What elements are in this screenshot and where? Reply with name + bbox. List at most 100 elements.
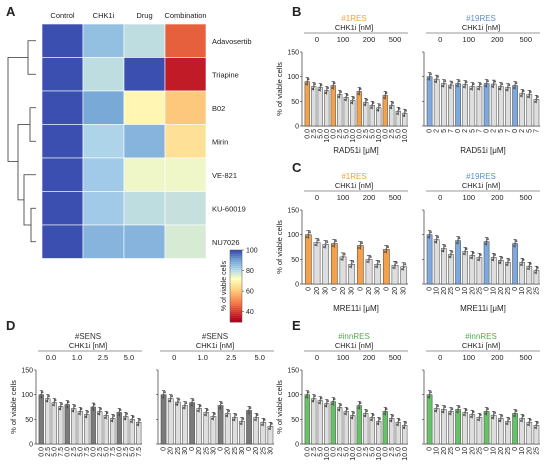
x-tick-label: 5.0 <box>103 447 110 457</box>
group-label: 0 <box>438 193 442 202</box>
data-point <box>462 413 466 416</box>
x-tick-label: 5.0 <box>51 447 58 457</box>
data-point <box>536 95 539 98</box>
group-label: 1.0 <box>72 353 82 362</box>
data-point <box>170 395 174 398</box>
data-point <box>515 409 518 413</box>
heatmap-cell <box>82 90 125 125</box>
x-tick-label: 5 <box>441 129 448 133</box>
y-tick-label: 0 <box>295 442 299 449</box>
bar <box>462 412 469 445</box>
data-point <box>307 233 310 236</box>
group-label: 2.5 <box>226 353 236 362</box>
x-tick-label: 2.5 <box>123 447 130 457</box>
colorbar-segment <box>230 302 242 305</box>
x-tick-label: 0 <box>246 447 253 451</box>
data-point <box>478 416 481 419</box>
data-point <box>435 407 438 410</box>
colorbar-tick-label: 60 <box>246 289 254 296</box>
data-point <box>93 403 96 406</box>
data-point <box>506 261 510 264</box>
data-point <box>350 416 353 419</box>
x-tick-label: 0 <box>305 287 312 291</box>
data-point <box>54 398 57 402</box>
x-tick-label: 25 <box>260 447 267 455</box>
bar <box>116 412 122 445</box>
data-point <box>384 94 387 97</box>
data-point <box>320 397 323 400</box>
data-point <box>498 87 501 91</box>
data-point <box>351 99 354 102</box>
data-point <box>442 408 445 411</box>
data-point <box>206 408 209 412</box>
x-axis-label: RAD51i [μM] <box>460 146 506 155</box>
data-point <box>434 240 437 244</box>
heatmap-row-label: NU7026 <box>212 238 240 247</box>
data-point <box>472 251 475 255</box>
data-point <box>270 422 273 425</box>
bar <box>311 398 317 445</box>
colorbar-segment <box>230 262 242 265</box>
data-point <box>528 421 531 424</box>
group-label: 5.0 <box>255 353 265 362</box>
x-tick-label: 10 <box>434 287 441 295</box>
x-tick-label: 0 <box>455 447 462 451</box>
data-point <box>404 109 408 112</box>
data-point <box>338 93 341 96</box>
data-point <box>392 266 395 269</box>
data-point <box>382 96 386 99</box>
data-point <box>434 409 437 413</box>
data-point <box>477 258 480 261</box>
x-tick-label: 10.0 <box>324 447 331 461</box>
x-tick-label: 0.0 <box>64 447 71 457</box>
panel-title: #19RES <box>466 14 496 23</box>
x-tick-label: 2.5 <box>363 129 370 139</box>
data-point <box>182 406 185 410</box>
dendrogram-branch <box>23 174 36 226</box>
data-point <box>192 398 195 402</box>
bar <box>462 251 469 285</box>
data-point <box>441 249 444 253</box>
data-point <box>528 265 531 268</box>
data-point <box>253 418 257 421</box>
x-tick-label: 0 <box>455 287 462 291</box>
colorbar-segment <box>230 304 242 307</box>
data-point <box>508 258 511 261</box>
bar <box>356 405 362 445</box>
data-point <box>308 231 311 234</box>
bar <box>363 413 369 445</box>
data-point <box>529 418 532 421</box>
panel-label: A <box>6 4 16 19</box>
data-point <box>403 424 406 427</box>
group-label: 500 <box>389 193 402 202</box>
data-point <box>500 414 504 417</box>
data-point <box>398 107 401 110</box>
group-header: CHK1i [nM] <box>335 341 373 350</box>
x-tick-label: 2 <box>491 129 498 133</box>
data-point <box>428 233 431 236</box>
data-point <box>521 261 524 264</box>
data-point <box>345 96 348 99</box>
data-point <box>319 399 322 402</box>
bar <box>253 417 260 445</box>
data-point <box>79 410 82 413</box>
data-point <box>500 82 504 86</box>
heatmap-cell <box>41 90 84 125</box>
x-tick-label: 7 <box>505 129 512 133</box>
x-tick-label: 0.0 <box>382 129 389 139</box>
data-point <box>435 78 438 81</box>
colorbar-segment <box>230 274 242 277</box>
data-point <box>312 397 315 400</box>
heatmap-cell <box>41 224 84 259</box>
data-point <box>363 103 366 106</box>
group-label: 500 <box>519 353 532 362</box>
data-point <box>498 261 501 264</box>
bar <box>382 95 388 127</box>
bar <box>343 411 349 445</box>
data-point <box>213 412 216 416</box>
data-point <box>317 238 320 242</box>
dendrogram-branch <box>27 40 36 75</box>
bar <box>490 83 497 127</box>
data-point <box>522 89 525 93</box>
heatmap-cell <box>123 57 166 92</box>
